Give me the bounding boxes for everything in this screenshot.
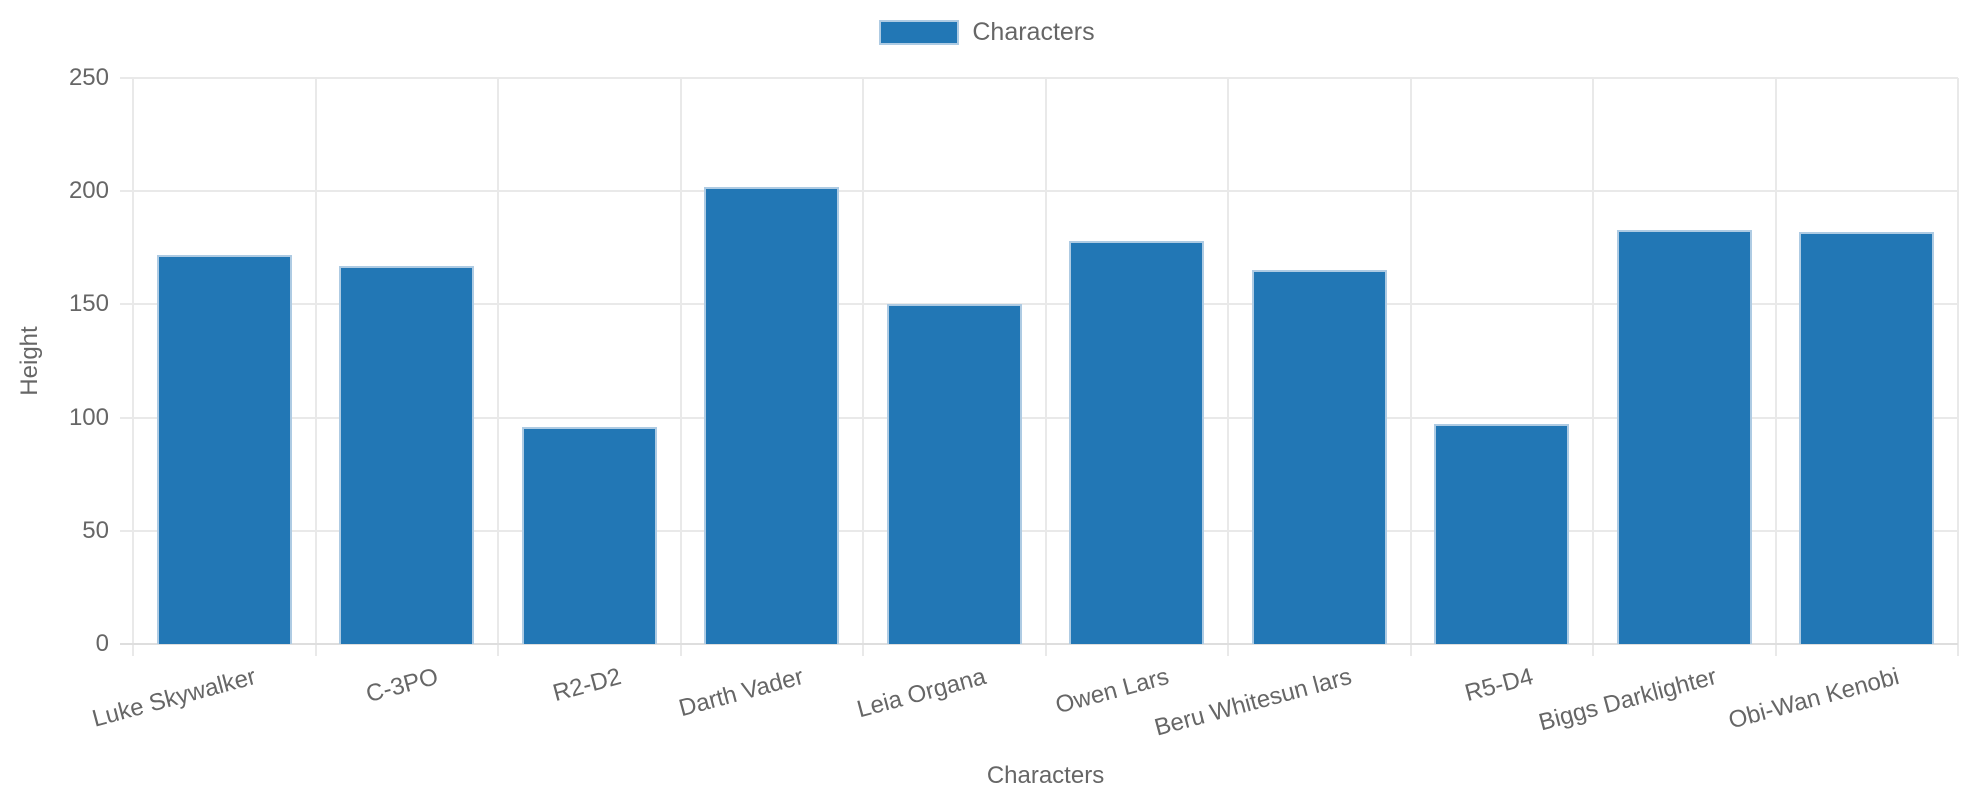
y-gridline [120, 190, 1958, 193]
y-gridline [120, 529, 1958, 532]
x-gridline [1774, 78, 1777, 656]
x-gridline [1044, 78, 1047, 656]
bar-owen-lars[interactable] [1069, 241, 1205, 644]
x-gridline [497, 78, 499, 656]
bar-r2-d2[interactable] [521, 426, 657, 644]
y-gridline [120, 77, 1958, 79]
bar-biggs-darklighter[interactable] [1616, 229, 1752, 644]
x-gridline [1409, 78, 1412, 656]
y-gridline [120, 643, 1958, 645]
x-tick-label: Beru Whitesun lars [1151, 663, 1354, 742]
y-gridline [120, 303, 1958, 306]
x-tick-label: Darth Vader [676, 663, 807, 723]
bar-obi-wan-kenobi[interactable] [1799, 231, 1935, 644]
x-tick-label: R2-D2 [549, 663, 624, 708]
y-tick-label: 100 [68, 403, 109, 431]
x-gridline [1957, 78, 1959, 656]
x-gridline [1227, 78, 1229, 656]
x-gridline [1592, 78, 1594, 656]
x-tick-label: Owen Lars [1052, 663, 1172, 720]
x-gridline [679, 78, 682, 656]
y-tick-label: 200 [68, 177, 109, 205]
x-tick-label: Leia Organa [854, 663, 989, 724]
bar-r5-d4[interactable] [1434, 424, 1570, 644]
y-tick-label: 150 [68, 290, 109, 318]
x-tick-label: Obi-Wan Kenobi [1725, 663, 1902, 735]
bar-beru-whitesun-lars[interactable] [1251, 270, 1387, 644]
bar-leia-organa[interactable] [886, 304, 1022, 644]
legend-label: Characters [972, 18, 1095, 46]
x-gridline [314, 78, 317, 656]
y-gridline [120, 416, 1958, 419]
y-axis-title: Height [16, 326, 43, 396]
legend-item-characters[interactable]: Characters [0, 20, 1974, 45]
bar-c-3po[interactable] [339, 265, 475, 644]
x-tick-label: C-3PO [363, 663, 442, 709]
bar-luke-skywalker[interactable] [156, 254, 292, 644]
x-gridline [132, 78, 134, 656]
y-tick-label: 250 [68, 64, 109, 91]
x-tick-label: Biggs Darklighter [1535, 663, 1719, 737]
x-axis-title: Characters [986, 762, 1105, 789]
x-tick-label: Luke Skywalker [89, 663, 259, 733]
bar-darth-vader[interactable] [704, 186, 840, 644]
y-tick-label: 0 [95, 630, 109, 657]
x-gridline [862, 78, 864, 656]
legend-swatch [879, 20, 960, 45]
y-tick-label: 50 [82, 516, 109, 544]
x-tick-label: R5-D4 [1462, 663, 1537, 708]
